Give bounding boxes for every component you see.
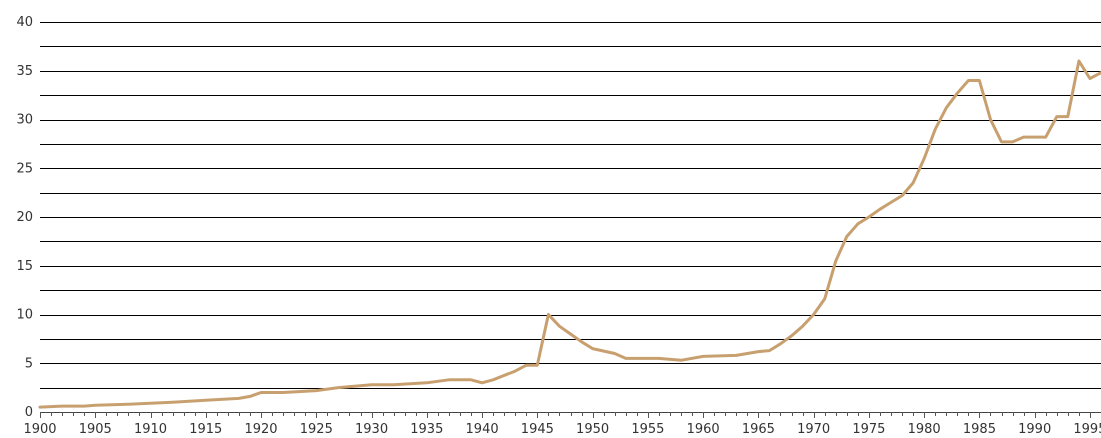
x-tick-label: 1995 bbox=[1073, 422, 1101, 437]
x-tick-label: 1945 bbox=[521, 422, 554, 437]
y-tick-label: 25 bbox=[16, 161, 33, 176]
x-tick-label: 1940 bbox=[466, 422, 499, 437]
y-tick-label: 30 bbox=[16, 113, 33, 128]
x-tick-label: 1925 bbox=[300, 422, 333, 437]
x-tick-label: 1935 bbox=[410, 422, 443, 437]
y-tick-label: 15 bbox=[16, 259, 33, 274]
x-tick-label: 1985 bbox=[963, 422, 996, 437]
y-tick-label: 40 bbox=[16, 15, 33, 30]
x-tick-label: 1975 bbox=[852, 422, 885, 437]
y-tick-label: 35 bbox=[16, 64, 33, 79]
x-tick-label: 1905 bbox=[79, 422, 112, 437]
y-tick-label: 5 bbox=[25, 356, 33, 371]
x-tick-label: 1965 bbox=[742, 422, 775, 437]
x-tick-label: 1910 bbox=[134, 422, 167, 437]
x-axis: 1900 1905 1910 1915 1920 1925 1930 1935 1940 1945… bbox=[23, 412, 1101, 437]
x-tick-label: 1955 bbox=[631, 422, 664, 437]
x-tick-label: 1990 bbox=[1018, 422, 1051, 437]
x-tick-label: 1950 bbox=[576, 422, 609, 437]
series-layer bbox=[38, 59, 1101, 409]
x-tick-label: 1980 bbox=[908, 422, 941, 437]
x-tick-label: 1900 bbox=[23, 422, 56, 437]
y-axis: 0 5 10 15 20 25 30 35 40 bbox=[16, 15, 33, 420]
grid-lines bbox=[40, 22, 1101, 413]
x-tick-label: 1970 bbox=[797, 422, 830, 437]
x-tick-label: 1930 bbox=[355, 422, 388, 437]
y-tick-label: 10 bbox=[16, 308, 33, 323]
y-tick-label: 20 bbox=[16, 210, 33, 225]
x-tick-label: 1960 bbox=[687, 422, 720, 437]
x-tick-label: 1915 bbox=[189, 422, 222, 437]
series-line bbox=[38, 59, 1101, 409]
x-tick-label: 1920 bbox=[244, 422, 277, 437]
y-tick-label: 0 bbox=[25, 405, 33, 420]
